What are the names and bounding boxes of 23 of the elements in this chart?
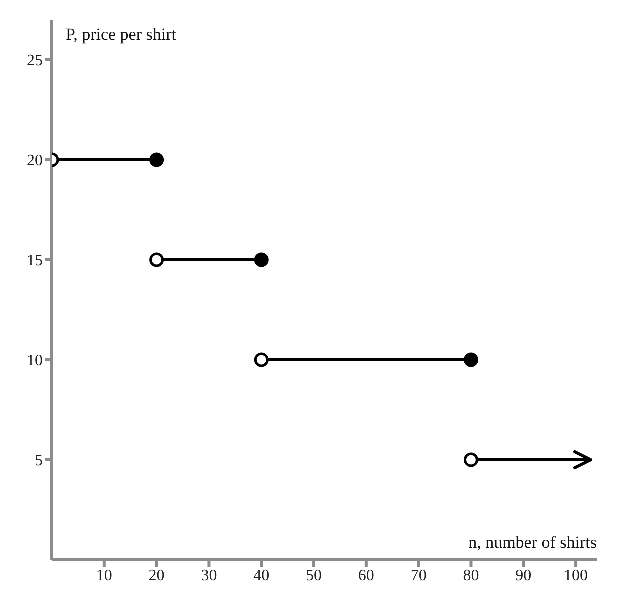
x-tick-label: 10	[96, 567, 112, 584]
y-tick-label: 25	[27, 52, 43, 70]
point	[464, 352, 478, 368]
x-tick-label: 20	[148, 567, 165, 584]
point	[254, 352, 269, 368]
y-tick-label: 5	[35, 452, 43, 470]
x-tick-label: 100	[564, 567, 588, 584]
x-tick-label: 40	[254, 567, 270, 584]
y-axis-title: P, price per shirt	[66, 25, 177, 44]
y-tick-label: 10	[27, 352, 43, 370]
x-tick-label: 30	[201, 567, 218, 584]
point	[150, 152, 164, 168]
x-tick-label: 50	[306, 567, 322, 584]
point	[464, 452, 478, 468]
x-tick-label: 60	[358, 567, 374, 584]
point	[254, 252, 269, 268]
x-tick-label: 80	[463, 567, 480, 584]
x-tick-label: 70	[410, 567, 427, 584]
x-axis-title: n, number of shirts	[468, 533, 597, 552]
y-tick-label: 20	[27, 152, 43, 170]
point	[150, 252, 164, 268]
x-tick-label: 90	[516, 567, 532, 584]
y-tick-label: 15	[27, 252, 43, 270]
